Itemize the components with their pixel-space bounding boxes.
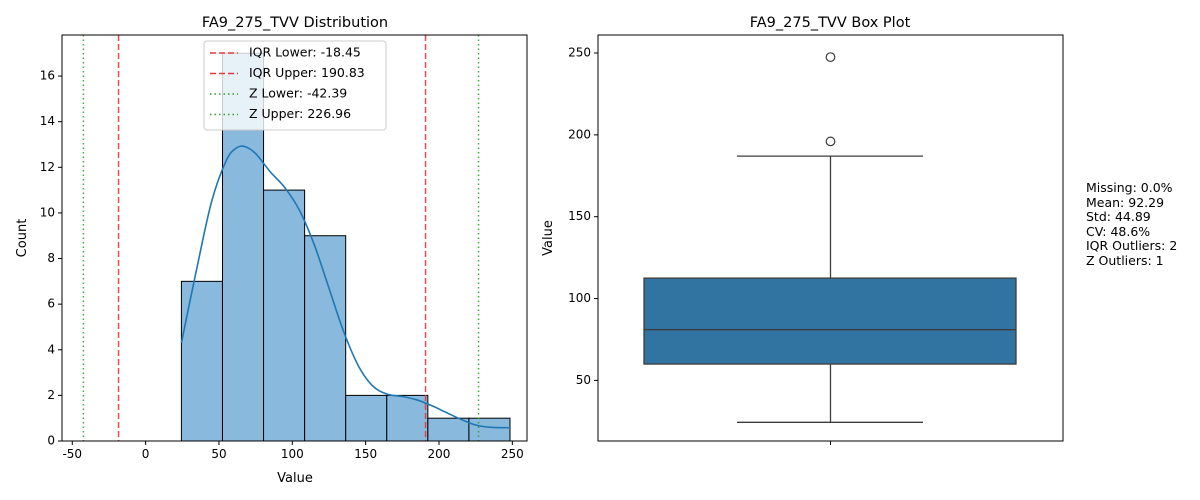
histogram-title: FA9_275_TVV Distribution	[202, 15, 388, 31]
y-tick-label: 8	[47, 251, 55, 265]
histogram-bar	[468, 417, 511, 442]
y-tick-label: 200	[568, 127, 591, 141]
histogram-x-label: Value	[277, 471, 313, 486]
histogram-bar	[304, 235, 347, 442]
legend-label: IQR Lower: -18.45	[249, 45, 361, 60]
y-tick-label: 100	[568, 291, 591, 305]
stat-z-outliers: Z Outliers: 1	[1086, 252, 1164, 268]
histogram-bar	[263, 189, 306, 442]
histogram-panel: FA9_275_TVV Distribution -50 0 50 100 150 200…	[15, 15, 528, 486]
outlier-point	[825, 52, 836, 63]
stat-iqr-outliers: IQR Outliers: 2	[1086, 238, 1178, 254]
x-tick-label: 0	[142, 447, 150, 461]
stat-mean: Mean: 92.29	[1086, 194, 1165, 210]
histogram-bar	[427, 417, 470, 442]
boxplot-plot-area: 50 100 150 200 250	[568, 34, 1064, 445]
x-tick-label: 200	[428, 447, 451, 461]
boxplot-title: FA9_275_TVV Box Plot	[750, 15, 911, 31]
y-tick-label: 0	[47, 434, 55, 448]
stat-std: Std: 44.89	[1086, 209, 1151, 225]
kde-curve	[180, 145, 511, 429]
boxplot-panel: FA9_275_TVV Box Plot 50 100 150 200 250 Valu…	[541, 15, 1064, 445]
y-tick-label: 50	[576, 373, 591, 387]
histogram-bar	[180, 280, 223, 442]
x-tick-label: -50	[62, 447, 82, 461]
stat-missing: Missing: 0.0%	[1086, 180, 1173, 195]
y-tick-label: 4	[47, 342, 55, 356]
legend-label: Z Lower: -42.39	[249, 86, 347, 101]
y-tick-label: 16	[40, 69, 55, 83]
iqr-box	[643, 277, 1017, 365]
outlier-point	[825, 136, 836, 147]
x-tick-label: 250	[501, 447, 524, 461]
histogram-legend: IQR Lower: -18.45 IQR Upper: 190.83 Z Lowe…	[203, 40, 387, 131]
y-tick-label: 250	[568, 46, 591, 60]
y-tick-label: 12	[40, 160, 55, 174]
x-tick-label: 50	[211, 447, 226, 461]
legend-label: IQR Upper: 190.83	[249, 65, 365, 80]
y-tick-label: 10	[40, 205, 55, 219]
y-tick-label: 2	[47, 388, 55, 402]
stats-summary: Missing: 0.0% Mean: 92.29 Std: 44.89 CV: 48…	[1086, 180, 1178, 269]
histogram-y-label: Count	[15, 219, 30, 258]
histogram-bar	[345, 394, 388, 442]
histogram-bar	[386, 394, 429, 442]
boxplot-y-label: Value	[541, 220, 556, 256]
y-tick-label: 6	[47, 297, 55, 311]
legend-label: Z Upper: 226.96	[249, 106, 351, 121]
y-tick-label: 150	[568, 209, 591, 223]
legend-box	[203, 40, 387, 131]
stat-cv: CV: 48.6%	[1086, 223, 1151, 239]
y-tick-label: 14	[40, 114, 55, 128]
x-tick-label: 150	[354, 447, 377, 461]
histogram-axes-frame	[61, 34, 528, 442]
x-tick-label: 100	[281, 447, 304, 461]
